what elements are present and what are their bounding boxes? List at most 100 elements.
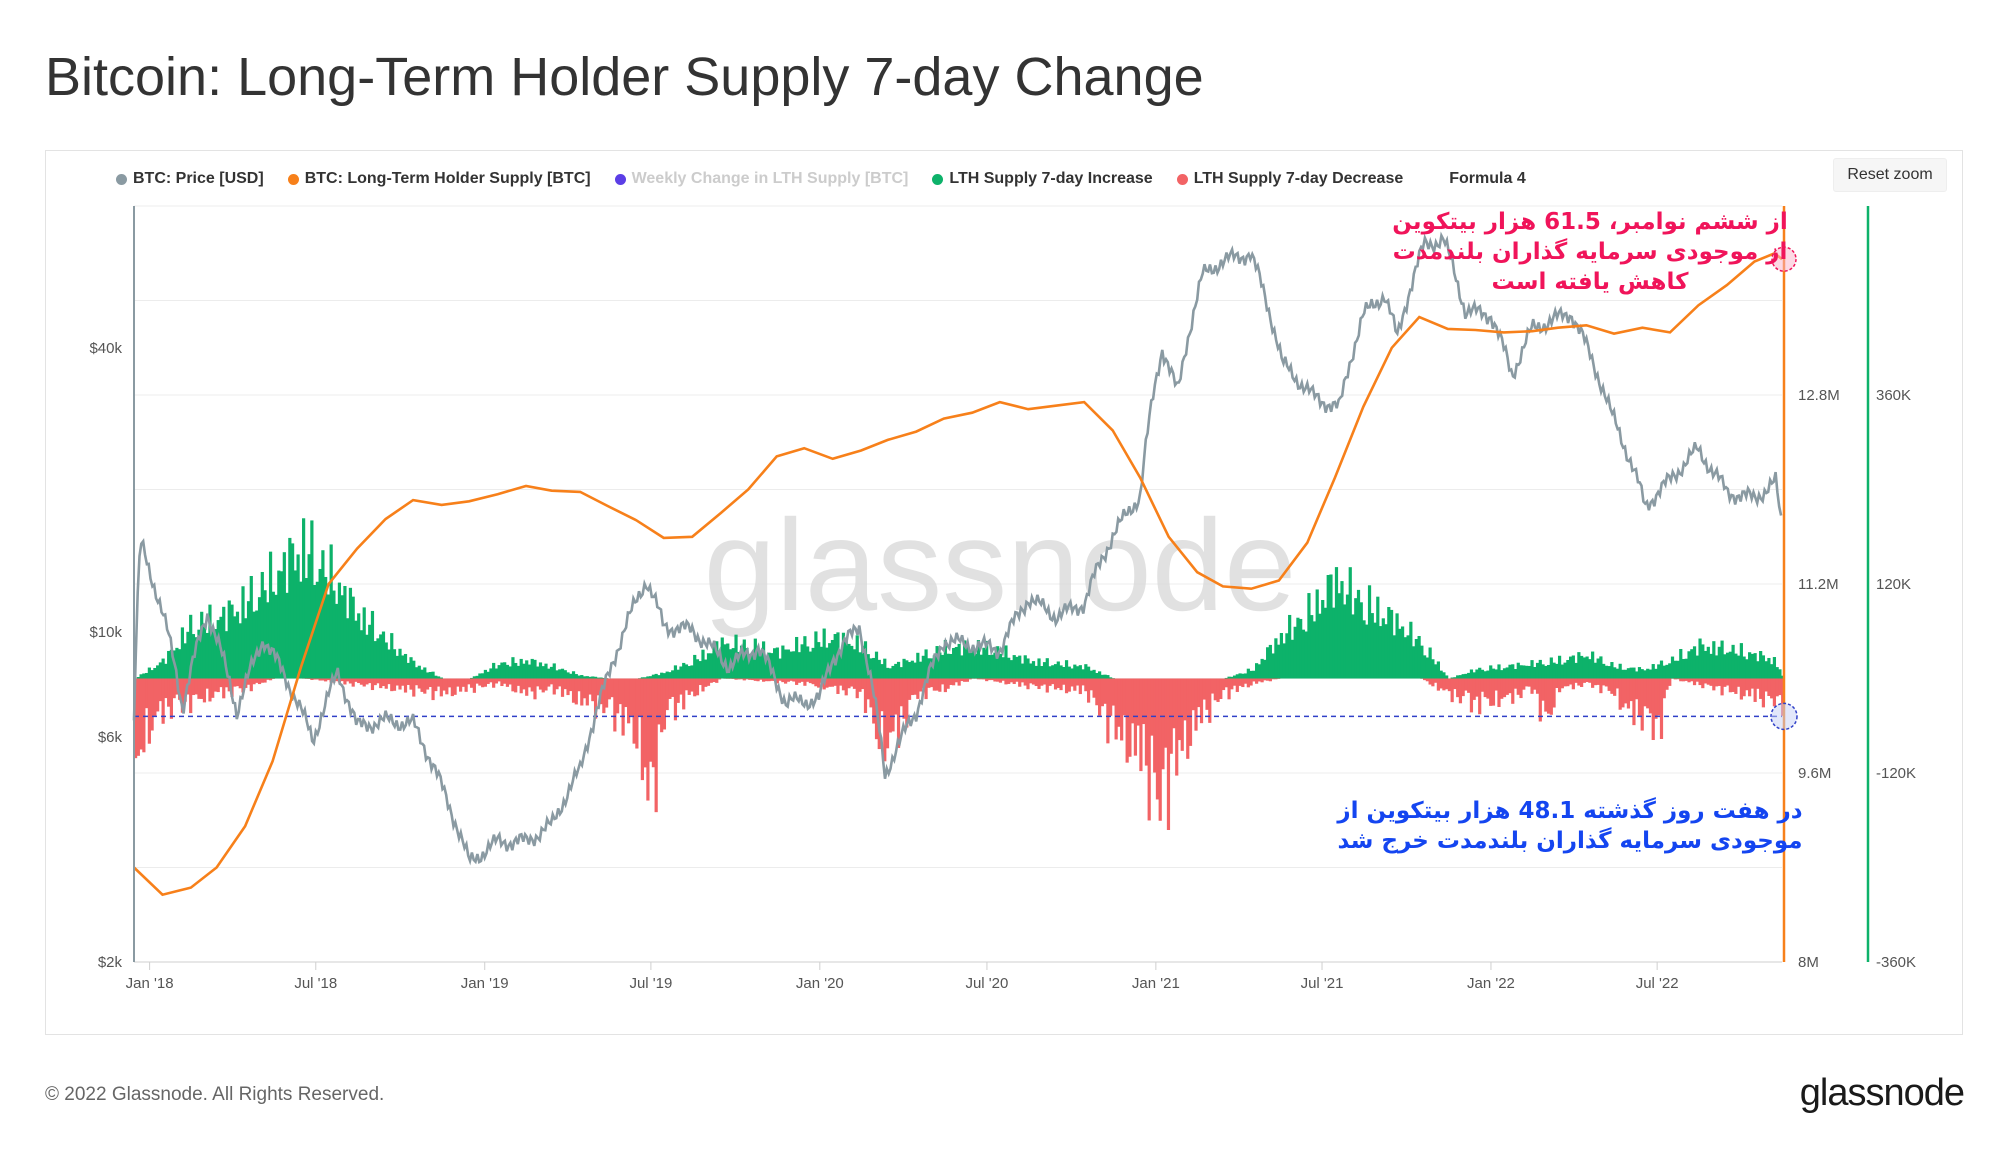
decrease-bar — [1549, 678, 1553, 715]
decrease-bar — [142, 678, 146, 753]
increase-bar — [1081, 669, 1085, 679]
decrease-bar — [1522, 678, 1526, 690]
increase-bar — [1637, 667, 1642, 679]
legend-item-formula[interactable]: Formula 4 — [1449, 168, 1525, 190]
decrease-bar — [976, 678, 981, 680]
increase-bar — [888, 668, 892, 679]
increase-bar — [431, 671, 435, 679]
increase-bar — [715, 641, 719, 679]
increase-bar — [872, 657, 876, 679]
increase-bar — [1012, 655, 1016, 679]
increase-bar — [1257, 664, 1261, 679]
decrease-bar — [241, 678, 245, 693]
increase-bar — [1070, 668, 1074, 679]
increase-bar — [1403, 637, 1407, 679]
increase-bar — [1356, 589, 1361, 679]
increase-bar — [1500, 670, 1504, 679]
reset-zoom-button[interactable]: Reset zoom — [1833, 158, 1947, 192]
decrease-bar — [169, 678, 174, 719]
price-tick-label: $6k — [98, 729, 123, 746]
decrease-bar — [150, 678, 154, 731]
increase-bar — [1610, 662, 1614, 679]
decrease-bar — [643, 678, 647, 768]
increase-bar — [651, 674, 656, 679]
increase-bar — [1657, 664, 1661, 679]
increase-bar — [1767, 657, 1771, 679]
increase-bar — [428, 671, 432, 679]
decrease-bar — [756, 678, 760, 682]
x-tick-label: Jan '20 — [796, 975, 844, 992]
legend-item-increase[interactable]: LTH Supply 7-day Increase — [932, 168, 1153, 190]
increase-bar — [1753, 653, 1757, 679]
decrease-bar — [946, 678, 950, 689]
decrease-bar — [627, 678, 631, 724]
decrease-bar — [1153, 678, 1157, 773]
decrease-bar — [1155, 678, 1160, 800]
increase-bar — [1048, 666, 1052, 679]
decrease-bar — [489, 678, 493, 683]
increase-bar — [1541, 664, 1545, 679]
increase-bar — [1290, 639, 1295, 679]
legend-item-weekly-change[interactable]: Weekly Change in LTH Supply [BTC] — [614, 168, 908, 190]
decrease-bar — [1007, 678, 1011, 684]
decrease-bar — [235, 678, 240, 687]
decrease-bar — [742, 678, 746, 681]
decrease-bar — [1475, 678, 1479, 697]
decrease-bar — [836, 678, 840, 694]
decrease-bar — [1224, 678, 1228, 688]
increase-bar — [321, 550, 325, 679]
decrease-bar — [1728, 678, 1732, 693]
decrease-bar — [806, 678, 810, 682]
decrease-bar — [310, 678, 314, 681]
increase-bar — [1712, 641, 1716, 679]
increase-bar — [941, 654, 945, 679]
decrease-bar — [1759, 678, 1763, 699]
decrease-bar — [1095, 678, 1099, 706]
increase-bar — [285, 592, 289, 679]
decrease-bar — [315, 678, 319, 680]
change-tick-label: -360K — [1876, 954, 1916, 971]
legend-label-lth-supply: BTC: Long-Term Holder Supply [BTC] — [304, 170, 591, 187]
decrease-bar — [525, 678, 529, 696]
change-tick-label: -120K — [1876, 765, 1916, 782]
decrease-bar — [1230, 678, 1234, 690]
increase-bar — [365, 634, 369, 679]
decrease-bar — [993, 678, 997, 682]
increase-bar — [1086, 666, 1091, 679]
increase-bar — [1389, 609, 1394, 679]
decrease-bar — [869, 678, 873, 708]
decrease-bar — [858, 678, 862, 692]
decrease-bar — [1632, 678, 1636, 726]
increase-bar — [1665, 664, 1669, 679]
decrease-bar — [249, 678, 253, 692]
increase-bar — [1238, 673, 1242, 679]
decrease-bar — [709, 678, 713, 683]
increase-bar — [1461, 674, 1465, 679]
increase-bar — [690, 665, 694, 679]
decrease-bar — [1031, 678, 1036, 685]
decrease-bar — [1646, 678, 1650, 709]
legend-item-price[interactable]: BTC: Price [USD] — [116, 168, 264, 190]
increase-bar — [1626, 668, 1631, 679]
decrease-bar — [613, 678, 617, 732]
decrease-bar — [1505, 678, 1509, 695]
increase-bar — [918, 661, 923, 679]
decrease-bar — [1489, 678, 1493, 706]
decrease-bar — [519, 678, 523, 694]
decrease-bar — [1613, 678, 1617, 696]
increase-bar — [357, 613, 361, 679]
legend-item-decrease[interactable]: LTH Supply 7-day Decrease — [1176, 168, 1403, 190]
decrease-bar — [257, 678, 262, 685]
increase-bar — [1723, 654, 1727, 679]
increase-bar — [412, 660, 416, 679]
decrease-bar — [1257, 678, 1261, 682]
decrease-bar — [839, 678, 843, 686]
decrease-bar — [1040, 678, 1044, 686]
increase-bar — [249, 576, 253, 679]
legend-item-lth-supply[interactable]: BTC: Long-Term Holder Supply [BTC] — [287, 168, 591, 190]
increase-bar — [1059, 665, 1063, 679]
increase-bar — [1756, 661, 1760, 679]
decrease-bar — [1571, 678, 1575, 690]
decrease-bar — [470, 678, 474, 688]
legend-dot-price — [116, 173, 127, 185]
